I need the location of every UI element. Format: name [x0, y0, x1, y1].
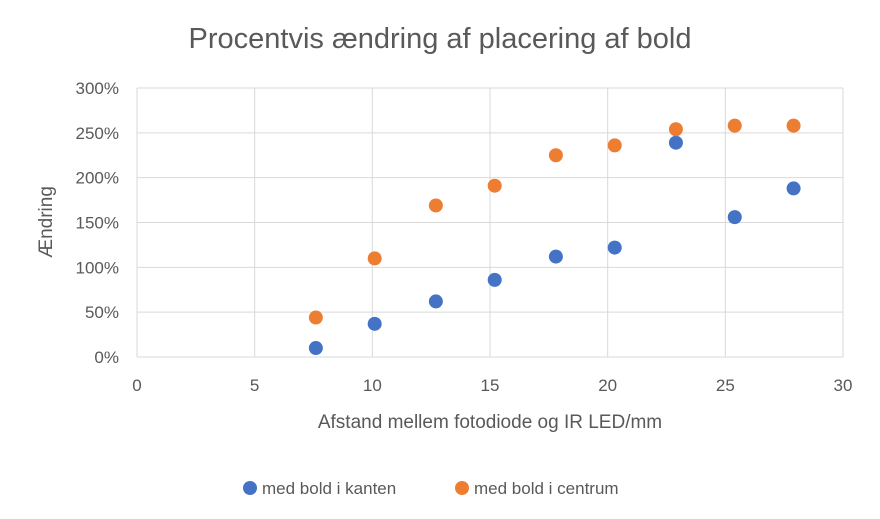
x-tick-label: 20	[598, 376, 617, 395]
chart-title: Procentvis ændring af placering af bold	[189, 23, 692, 55]
data-point-series-1	[607, 138, 622, 153]
y-axis-title: Ændring	[36, 186, 57, 258]
gridlines	[136, 87, 844, 358]
data-point-series-0	[308, 341, 323, 356]
data-point-series-0	[727, 210, 742, 225]
y-axis-tick-labels: 0% 50% 100% 150% 200% 250% 300%	[76, 79, 119, 367]
legend-marker	[455, 481, 469, 495]
data-point-series-1	[548, 148, 563, 163]
data-point-series-1	[308, 310, 323, 325]
y-tick-label: 250%	[76, 124, 119, 143]
data-points	[308, 118, 801, 356]
legend-entry-kanten: med bold i kanten	[243, 479, 396, 498]
data-point-series-0	[668, 135, 683, 150]
x-tick-label: 0	[132, 376, 141, 395]
y-tick-label: 200%	[76, 169, 119, 188]
data-point-series-1	[727, 118, 742, 133]
x-tick-label: 30	[834, 376, 853, 395]
y-tick-label: 0%	[94, 348, 119, 367]
y-tick-label: 100%	[76, 258, 119, 277]
x-tick-label: 25	[716, 376, 735, 395]
y-tick-label: 300%	[76, 79, 119, 98]
data-point-series-0	[548, 249, 563, 264]
data-point-series-1	[487, 178, 502, 193]
legend-label: med bold i centrum	[474, 479, 619, 498]
data-point-series-0	[786, 181, 801, 196]
data-point-series-1	[786, 118, 801, 133]
x-tick-label: 15	[481, 376, 500, 395]
x-axis-tick-labels: 0 5 10 15 20 25 30	[132, 376, 852, 395]
y-tick-label: 150%	[76, 214, 119, 233]
x-tick-label: 10	[363, 376, 382, 395]
data-point-series-0	[367, 316, 382, 331]
x-tick-label: 5	[250, 376, 259, 395]
legend-marker	[243, 481, 257, 495]
data-point-series-1	[668, 122, 683, 137]
y-tick-label: 50%	[85, 303, 119, 322]
legend: med bold i kanten med bold i centrum	[243, 479, 619, 498]
legend-entry-centrum: med bold i centrum	[455, 479, 619, 498]
legend-label: med bold i kanten	[262, 479, 396, 498]
data-point-series-1	[428, 198, 443, 213]
data-point-series-0	[487, 272, 502, 287]
data-point-series-0	[428, 294, 443, 309]
x-axis-title: Afstand mellem fotodiode og IR LED/mm	[318, 412, 662, 433]
data-point-series-0	[607, 240, 622, 255]
data-point-series-1	[367, 251, 382, 266]
